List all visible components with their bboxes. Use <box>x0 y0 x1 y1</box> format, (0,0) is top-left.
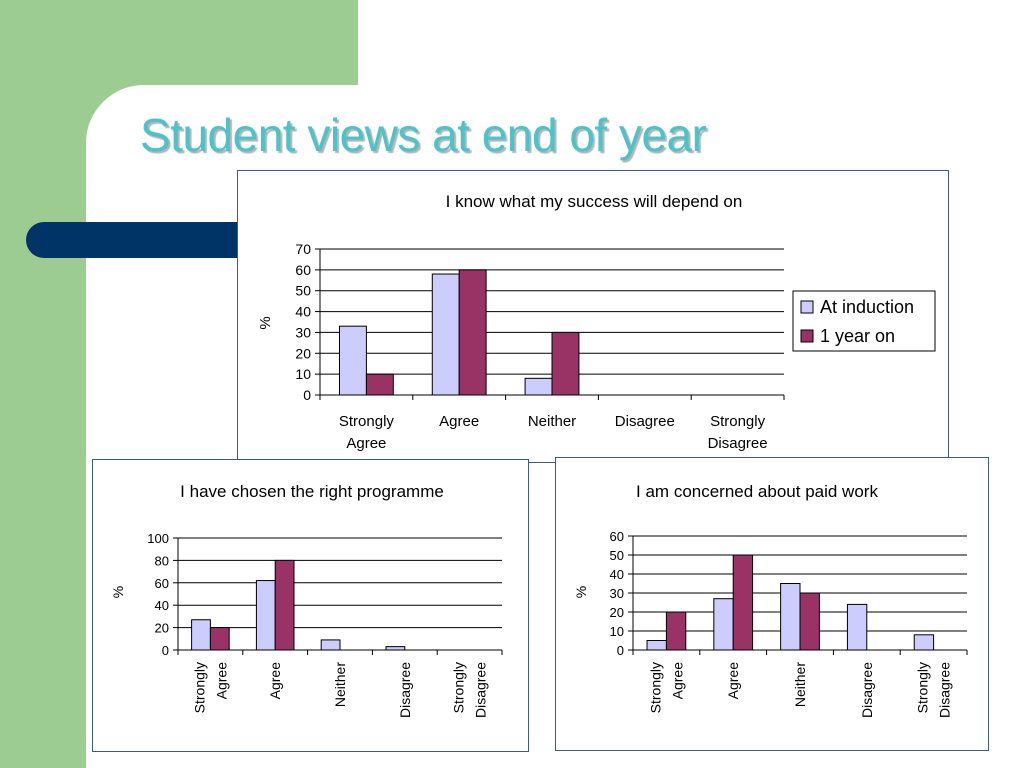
y-tick-label: 80 <box>155 553 169 568</box>
bar-at-induction <box>338 325 367 396</box>
bar-at-induction <box>320 639 341 651</box>
y-tick-label: 100 <box>147 531 169 546</box>
bar-1-year-on <box>365 373 394 396</box>
x-category-label-line: Agree <box>267 662 283 700</box>
x-category-label: Agree <box>725 662 741 700</box>
y-tick-label: 50 <box>610 548 624 563</box>
x-category-label: Strongly Agree <box>647 662 685 714</box>
legend-label-at-induction: At induction <box>820 297 914 317</box>
x-category-label-line: Disagree <box>473 662 489 718</box>
bar-at-induction <box>524 377 553 396</box>
y-tick-label: 0 <box>162 643 169 658</box>
legend-box <box>792 290 936 352</box>
y-tick-label: 10 <box>295 366 311 382</box>
y-axis-label: % <box>257 316 274 329</box>
chart-paid-work-svg: I am concerned about paid work 0 10 20 30 40 5… <box>573 482 968 718</box>
bar-1-year-on <box>551 331 580 396</box>
bar-at-induction <box>913 634 935 651</box>
y-tick-label: 30 <box>295 324 311 340</box>
chart-title: I have chosen the right programme <box>180 482 444 501</box>
chart-title: I know what my success will depend on <box>446 192 743 211</box>
chart-success-depend: I know what my success will depend on 0 10… <box>237 170 949 463</box>
slide-title: Student views at end of year <box>140 109 707 161</box>
bar-at-induction <box>846 603 868 651</box>
bar-1-year-on <box>274 559 295 651</box>
chart-title: I am concerned about paid work <box>636 482 878 501</box>
x-category-label: Agree <box>267 662 283 700</box>
x-category-label: Agree <box>439 413 479 430</box>
y-tick-label: 40 <box>610 567 624 582</box>
x-category-label: Strongly Disagree <box>708 413 768 452</box>
bar-at-induction <box>780 583 801 651</box>
x-category-label: Strongly Disagree <box>915 662 953 718</box>
legend-swatch-1-year-on <box>800 329 814 343</box>
x-category-label-line: Disagree <box>397 662 413 718</box>
y-tick-label: 20 <box>155 621 169 636</box>
y-tick-label: 60 <box>155 576 169 591</box>
y-tick-label: 60 <box>295 262 311 278</box>
bar-1-year-on <box>732 554 754 651</box>
x-category-label-line: Agree <box>669 662 685 700</box>
x-category-label-line: Strongly <box>451 662 467 713</box>
x-category-label-line: Neither <box>332 662 348 707</box>
bar-1-year-on <box>458 269 487 396</box>
navy-accent-bar <box>26 222 244 258</box>
chart-success-depend-svg: I know what my success will depend on 0 10… <box>257 192 936 452</box>
x-category-label: Strongly Agree <box>191 662 229 714</box>
y-tick-label: 60 <box>610 529 624 544</box>
y-tick-label: 20 <box>610 605 624 620</box>
x-category-label-line: Agree <box>213 662 229 700</box>
y-tick-label: 40 <box>155 598 169 613</box>
x-category-label: Strongly Disagree <box>451 662 489 718</box>
x-category-label: Disagree <box>397 662 413 718</box>
bar-at-induction <box>646 640 667 651</box>
x-category-label-line: Strongly <box>915 662 931 713</box>
x-category-label-line: Disagree <box>937 662 953 718</box>
x-category-label-line: Neither <box>792 662 808 707</box>
y-tick-label: 0 <box>617 643 624 658</box>
y-tick-label: 10 <box>610 624 624 639</box>
y-axis-label: % <box>573 586 589 598</box>
x-category-label: Neither <box>528 413 576 430</box>
x-category-label: Neither <box>792 662 808 707</box>
y-tick-label: 30 <box>610 586 624 601</box>
bar-at-induction <box>713 598 734 651</box>
bar-1-year-on <box>665 611 687 651</box>
x-category-label: Disagree <box>615 413 675 430</box>
x-category-label: Disagree <box>859 662 875 718</box>
bar-at-induction <box>385 646 406 651</box>
x-category-label-line: Disagree <box>859 662 875 718</box>
y-tick-label: 40 <box>295 304 311 320</box>
bar-at-induction <box>255 580 276 651</box>
legend-label-1-year-on: 1 year on <box>820 326 895 346</box>
x-category-label-line: Strongly <box>647 662 663 713</box>
legend-swatch-at-induction <box>800 300 814 314</box>
y-tick-label: 0 <box>303 387 311 403</box>
y-tick-label: 70 <box>295 241 311 257</box>
x-category-label-line: Agree <box>725 662 741 700</box>
bar-1-year-on <box>799 592 820 651</box>
y-axis-label: % <box>110 586 126 598</box>
bar-1-year-on <box>209 627 230 651</box>
y-tick-label: 20 <box>295 345 311 361</box>
y-tick-label: 50 <box>295 283 311 299</box>
x-category-label: Strongly Agree <box>339 413 395 452</box>
chart-paid-work: I am concerned about paid work 0 10 20 30 40 5… <box>555 457 989 751</box>
chart-right-programme: I have chosen the right programme 0 20 40 60… <box>92 459 529 752</box>
x-category-label-line: Strongly <box>191 662 207 713</box>
x-category-label: Neither <box>332 662 348 707</box>
bar-at-induction <box>191 619 211 651</box>
chart-right-programme-svg: I have chosen the right programme 0 20 40 60… <box>110 482 503 718</box>
bar-at-induction <box>431 273 460 396</box>
